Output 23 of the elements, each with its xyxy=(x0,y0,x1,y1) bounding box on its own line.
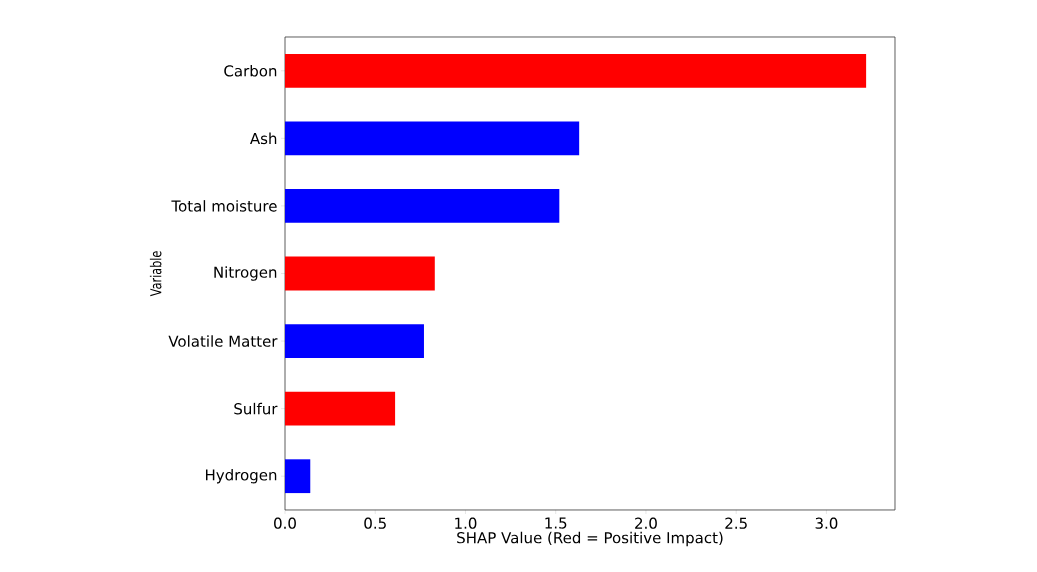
y-tick-label: Sulfur xyxy=(234,402,278,415)
bar xyxy=(285,121,580,156)
x-tick-label: 2.5 xyxy=(725,517,747,529)
y-tick-label: Volatile Matter xyxy=(168,335,278,347)
x-tick-label: 2.0 xyxy=(635,517,657,529)
y-tick-label: Total moisture xyxy=(171,200,277,212)
bar xyxy=(285,256,435,291)
y-tick-label: Hydrogen xyxy=(206,468,277,484)
y-tick-label: Carbon xyxy=(224,64,277,77)
x-tick-label: 0.5 xyxy=(364,517,386,529)
x-tick-label: 1.0 xyxy=(455,517,477,529)
bar xyxy=(285,459,311,494)
x-tick-label: 1.5 xyxy=(545,517,567,529)
x-axis-title: SHAP Value (Red = Positive Impact) xyxy=(457,531,723,547)
x-tick-label: 3.0 xyxy=(815,517,838,529)
x-tick-label: 0.0 xyxy=(274,517,296,529)
y-axis-title: Variable xyxy=(149,251,162,297)
y-tick-label: Ash xyxy=(250,132,277,145)
y-tick-label: Nitrogen xyxy=(214,266,277,281)
bar xyxy=(285,189,560,223)
bar xyxy=(285,53,867,88)
bar xyxy=(285,391,396,426)
bar xyxy=(285,324,424,358)
